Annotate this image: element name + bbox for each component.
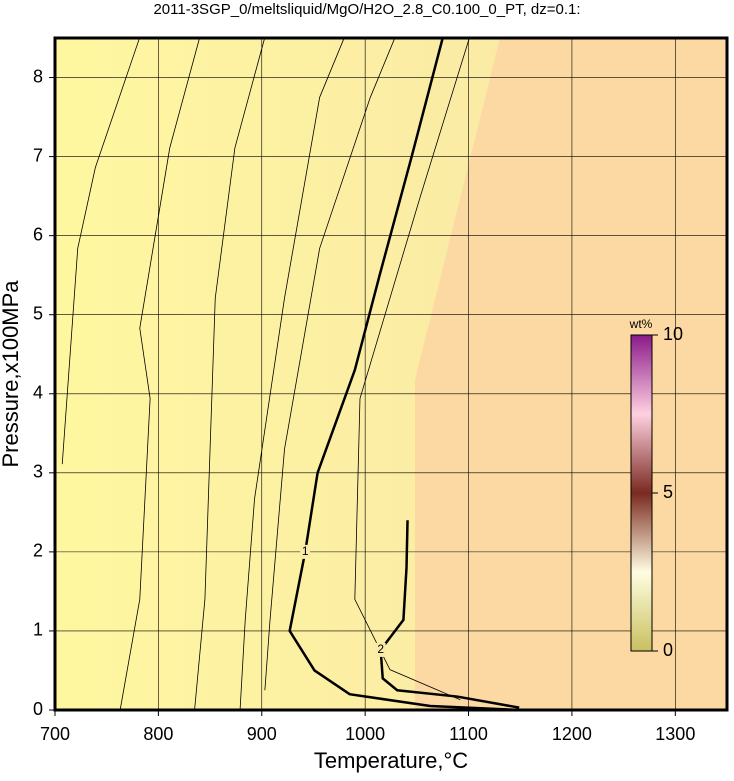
- x-tick-label: 800: [143, 724, 173, 744]
- chart-title: 2011-3SGP_0/meltsliquid/MgO/H2O_2.8_C0.1…: [153, 1, 580, 18]
- y-tick-label: 1: [33, 620, 43, 640]
- contour-label: 1: [302, 544, 309, 558]
- y-tick-label: 5: [33, 303, 43, 323]
- contour-label-bg: [300, 544, 311, 559]
- colorbar-title: wt%: [629, 317, 653, 331]
- y-tick-label: 4: [33, 383, 43, 403]
- plot-frame: [53, 36, 729, 712]
- y-tick-label: 2: [33, 541, 43, 561]
- contour-line: [61, 37, 141, 465]
- y-axis-label: Pressure,x100MPa: [0, 280, 23, 468]
- x-tick-label: 1200: [552, 724, 592, 744]
- contour-line: [194, 37, 266, 711]
- contour-label: 2: [377, 642, 384, 656]
- colorbar-tick-label: 0: [663, 640, 673, 660]
- x-tick-label: 900: [247, 724, 277, 744]
- x-axis-label: Temperature,°C: [314, 748, 468, 773]
- contour-line: [379, 520, 520, 709]
- contour-line: [119, 37, 201, 711]
- x-tick-label: 700: [40, 724, 70, 744]
- y-tick-label: 7: [33, 145, 43, 165]
- y-tick-label: 6: [33, 224, 43, 244]
- x-tick-label: 1000: [345, 724, 385, 744]
- y-tick-label: 0: [33, 699, 43, 719]
- colorbar: [630, 334, 653, 652]
- y-tick-label: 3: [33, 462, 43, 482]
- contour-line: [264, 37, 396, 691]
- y-tick-label: 8: [33, 66, 43, 86]
- contour-line: [239, 37, 345, 711]
- x-tick-label: 1300: [655, 724, 695, 744]
- colorbar-tick-label: 5: [663, 482, 673, 502]
- contour-line: [354, 37, 470, 701]
- contour-label-bg: [375, 642, 386, 657]
- colorbar-tick-label: 10: [663, 324, 683, 344]
- x-tick-label: 1100: [449, 724, 488, 744]
